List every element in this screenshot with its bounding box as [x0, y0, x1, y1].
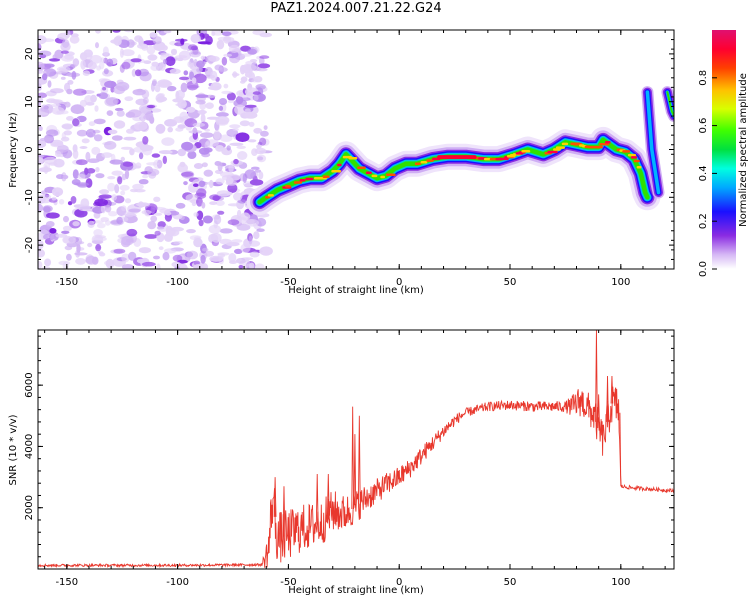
snr-y-tick-label: 6000 — [24, 372, 35, 397]
snr-spike — [353, 434, 357, 508]
snr-spike — [357, 415, 361, 505]
colorbar-label: Normalized spectral amplitude — [738, 73, 749, 227]
spectrogram-y-tick-label: -20 — [24, 237, 35, 253]
snr-spike — [273, 477, 277, 517]
snr-spike — [315, 474, 319, 525]
snr-x-tick-label: 100 — [611, 577, 630, 588]
snr-spike — [606, 375, 609, 422]
spectrogram-y-tick-label: 0 — [24, 146, 35, 152]
colorbar-tick-label: 0.4 — [698, 165, 709, 181]
spectrogram-y-tick-label: -10 — [24, 189, 35, 205]
spectrogram-signal-ridge — [246, 86, 674, 216]
snr-x-tick-label: -150 — [55, 577, 78, 588]
colorbar-tick-label: 0.2 — [698, 213, 709, 229]
snr-spike — [595, 330, 598, 422]
snr-series-line — [38, 386, 674, 569]
figure-title: PAZ1.2024.007.21.22.G24 — [270, 1, 442, 16]
snr-x-tick-label: 50 — [504, 577, 517, 588]
snr-x-tick-label: -50 — [280, 577, 296, 588]
snr-spike — [326, 474, 330, 516]
snr-spike — [351, 406, 355, 509]
spectrogram-x-tick-label: -150 — [55, 277, 78, 288]
colorbar-tick-label: 0.0 — [698, 261, 709, 277]
spectrogram-y-tick-label: 10 — [24, 95, 35, 108]
colorbar-tick-label: 0.6 — [698, 118, 709, 134]
spectrogram-x-tick-label: -50 — [280, 277, 296, 288]
spectrogram-x-axis-label: Height of straight line (km) — [288, 285, 424, 296]
spectrogram-x-tick-label: 100 — [611, 277, 630, 288]
spectrogram-x-tick-label: 0 — [396, 277, 402, 288]
spectrogram-noise-speckle — [38, 30, 273, 269]
snr-y-tick-label: 4000 — [24, 434, 35, 459]
snr-x-tick-label: 0 — [396, 577, 402, 588]
spectrogram-x-tick-label: -100 — [166, 277, 189, 288]
spectrogram-x-tick-label: 50 — [504, 277, 517, 288]
snr-spike — [610, 375, 614, 404]
spectrogram-y-axis-label: Frequency (Hz) — [8, 112, 19, 188]
snr-x-axis-label: Height of straight line (km) — [288, 585, 424, 596]
colorbar-tick-label: 0.8 — [698, 70, 709, 86]
colorbar-gradient — [712, 30, 736, 269]
snr-panel: -150 -100 -50 0 50 100 2000 4000 6000 Height of … — [8, 329, 675, 596]
snr-spike — [597, 394, 600, 429]
snr-spike — [282, 486, 286, 537]
snr-y-tick-label: 2000 — [24, 495, 35, 520]
snr-y-axis-label: SNR (10 * v/v) — [8, 414, 19, 485]
spectrogram-y-tick-label: 20 — [24, 48, 35, 61]
colorbar: 0.0 0.2 0.4 0.6 0.8 Normalized spectral ampl… — [698, 30, 749, 277]
snr-frame — [37, 329, 675, 570]
snr-x-tick-label: -100 — [166, 577, 189, 588]
